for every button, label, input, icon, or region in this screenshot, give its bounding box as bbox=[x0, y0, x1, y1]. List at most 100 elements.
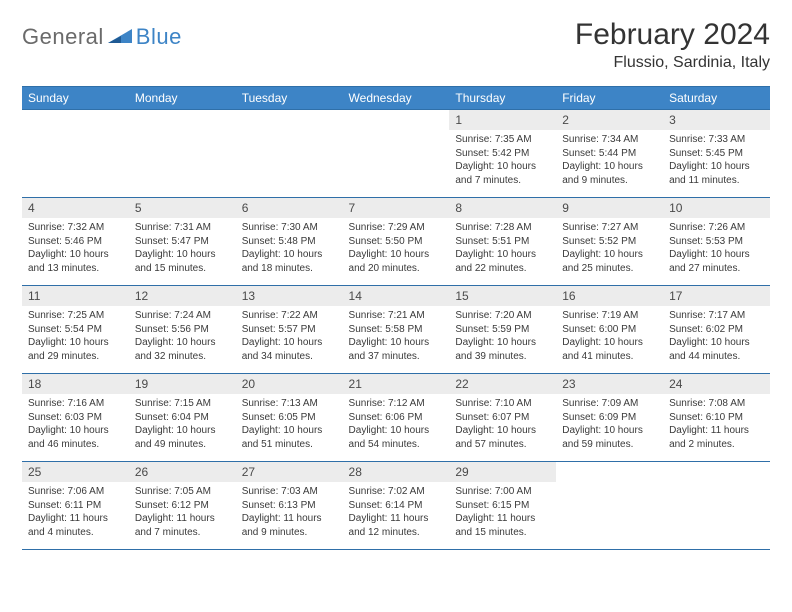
sunrise-line: Sunrise: 7:21 AM bbox=[349, 309, 444, 323]
day-body: Sunrise: 7:00 AMSunset: 6:15 PMDaylight:… bbox=[449, 482, 556, 545]
weekday-header-row: SundayMondayTuesdayWednesdayThursdayFrid… bbox=[22, 87, 770, 110]
sunset-line: Sunset: 5:44 PM bbox=[562, 147, 657, 161]
week-row: 1Sunrise: 7:35 AMSunset: 5:42 PMDaylight… bbox=[22, 110, 770, 198]
sunrise-line: Sunrise: 7:00 AM bbox=[455, 485, 550, 499]
weekday-saturday: Saturday bbox=[663, 87, 770, 110]
daylight-line: Daylight: 10 hours and 39 minutes. bbox=[455, 336, 550, 363]
day-cell: 17Sunrise: 7:17 AMSunset: 6:02 PMDayligh… bbox=[663, 286, 770, 374]
sunrise-line: Sunrise: 7:15 AM bbox=[135, 397, 230, 411]
day-number: 27 bbox=[236, 462, 343, 482]
day-body: Sunrise: 7:27 AMSunset: 5:52 PMDaylight:… bbox=[556, 218, 663, 281]
daylight-line: Daylight: 10 hours and 13 minutes. bbox=[28, 248, 123, 275]
day-number: 19 bbox=[129, 374, 236, 394]
day-number: 21 bbox=[343, 374, 450, 394]
day-cell: 13Sunrise: 7:22 AMSunset: 5:57 PMDayligh… bbox=[236, 286, 343, 374]
day-cell: 10Sunrise: 7:26 AMSunset: 5:53 PMDayligh… bbox=[663, 198, 770, 286]
daylight-line: Daylight: 11 hours and 9 minutes. bbox=[242, 512, 337, 539]
sunset-line: Sunset: 5:52 PM bbox=[562, 235, 657, 249]
day-body: Sunrise: 7:02 AMSunset: 6:14 PMDaylight:… bbox=[343, 482, 450, 545]
day-cell: 12 Sunrise: 7:24 AMSunset: 5:56 PMDayligh… bbox=[129, 286, 236, 374]
sunrise-line: Sunrise: 7:22 AM bbox=[242, 309, 337, 323]
day-number: 17 bbox=[663, 286, 770, 306]
day-cell: 29Sunrise: 7:00 AMSunset: 6:15 PMDayligh… bbox=[449, 462, 556, 550]
day-cell: 26Sunrise: 7:05 AMSunset: 6:12 PMDayligh… bbox=[129, 462, 236, 550]
sunset-line: Sunset: 6:14 PM bbox=[349, 499, 444, 513]
daylight-line: Daylight: 10 hours and 32 minutes. bbox=[135, 336, 230, 363]
daylight-line: Daylight: 10 hours and 34 minutes. bbox=[242, 336, 337, 363]
day-cell: 28Sunrise: 7:02 AMSunset: 6:14 PMDayligh… bbox=[343, 462, 450, 550]
sunset-line: Sunset: 6:15 PM bbox=[455, 499, 550, 513]
day-cell: 14Sunrise: 7:21 AMSunset: 5:58 PMDayligh… bbox=[343, 286, 450, 374]
daylight-line: Daylight: 10 hours and 49 minutes. bbox=[135, 424, 230, 451]
daylight-line: Daylight: 11 hours and 7 minutes. bbox=[135, 512, 230, 539]
day-cell: 20Sunrise: 7:13 AMSunset: 6:05 PMDayligh… bbox=[236, 374, 343, 462]
day-number: 10 bbox=[663, 198, 770, 218]
day-body: Sunrise: 7:32 AMSunset: 5:46 PMDaylight:… bbox=[22, 218, 129, 281]
weekday-thursday: Thursday bbox=[449, 87, 556, 110]
daylight-line: Daylight: 11 hours and 12 minutes. bbox=[349, 512, 444, 539]
week-row: 18Sunrise: 7:16 AMSunset: 6:03 PMDayligh… bbox=[22, 374, 770, 462]
sunset-line: Sunset: 6:11 PM bbox=[28, 499, 123, 513]
day-number: 15 bbox=[449, 286, 556, 306]
day-cell: 21Sunrise: 7:12 AMSunset: 6:06 PMDayligh… bbox=[343, 374, 450, 462]
daylight-line: Daylight: 11 hours and 4 minutes. bbox=[28, 512, 123, 539]
sunset-line: Sunset: 5:56 PM bbox=[135, 323, 230, 337]
day-number: 12 bbox=[129, 286, 236, 306]
logo-mark-icon bbox=[108, 26, 134, 49]
day-number: 8 bbox=[449, 198, 556, 218]
sunrise-line: Sunrise: 7:10 AM bbox=[455, 397, 550, 411]
sunset-line: Sunset: 6:00 PM bbox=[562, 323, 657, 337]
day-cell bbox=[129, 110, 236, 198]
daylight-line: Daylight: 10 hours and 22 minutes. bbox=[455, 248, 550, 275]
sunset-line: Sunset: 5:48 PM bbox=[242, 235, 337, 249]
title-block: February 2024 Flussio, Sardinia, Italy bbox=[575, 18, 770, 72]
day-body: Sunrise: 7:12 AMSunset: 6:06 PMDaylight:… bbox=[343, 394, 450, 457]
sunset-line: Sunset: 6:05 PM bbox=[242, 411, 337, 425]
day-number: 20 bbox=[236, 374, 343, 394]
sunrise-line: Sunrise: 7:24 AM bbox=[135, 309, 230, 323]
day-cell: 25Sunrise: 7:06 AMSunset: 6:11 PMDayligh… bbox=[22, 462, 129, 550]
sunset-line: Sunset: 6:10 PM bbox=[669, 411, 764, 425]
week-row: 11Sunrise: 7:25 AMSunset: 5:54 PMDayligh… bbox=[22, 286, 770, 374]
weekday-monday: Monday bbox=[129, 87, 236, 110]
sunrise-line: Sunrise: 7:16 AM bbox=[28, 397, 123, 411]
day-cell: 6Sunrise: 7:30 AMSunset: 5:48 PMDaylight… bbox=[236, 198, 343, 286]
week-row: 4Sunrise: 7:32 AMSunset: 5:46 PMDaylight… bbox=[22, 198, 770, 286]
day-cell: 9Sunrise: 7:27 AMSunset: 5:52 PMDaylight… bbox=[556, 198, 663, 286]
day-cell bbox=[556, 462, 663, 550]
weekday-wednesday: Wednesday bbox=[343, 87, 450, 110]
sunrise-line: Sunrise: 7:06 AM bbox=[28, 485, 123, 499]
day-number: 16 bbox=[556, 286, 663, 306]
day-body: Sunrise: 7:29 AMSunset: 5:50 PMDaylight:… bbox=[343, 218, 450, 281]
day-number: 2 bbox=[556, 110, 663, 130]
day-cell: 4Sunrise: 7:32 AMSunset: 5:46 PMDaylight… bbox=[22, 198, 129, 286]
day-number: 11 bbox=[22, 286, 129, 306]
sunset-line: Sunset: 5:58 PM bbox=[349, 323, 444, 337]
day-cell: 16Sunrise: 7:19 AMSunset: 6:00 PMDayligh… bbox=[556, 286, 663, 374]
day-cell: 2Sunrise: 7:34 AMSunset: 5:44 PMDaylight… bbox=[556, 110, 663, 198]
daylight-line: Daylight: 10 hours and 57 minutes. bbox=[455, 424, 550, 451]
day-body: Sunrise: 7:33 AMSunset: 5:45 PMDaylight:… bbox=[663, 130, 770, 193]
daylight-line: Daylight: 10 hours and 51 minutes. bbox=[242, 424, 337, 451]
day-number: 5 bbox=[129, 198, 236, 218]
sunset-line: Sunset: 6:13 PM bbox=[242, 499, 337, 513]
day-cell bbox=[22, 110, 129, 198]
location: Flussio, Sardinia, Italy bbox=[575, 54, 770, 72]
day-cell bbox=[343, 110, 450, 198]
day-number: 26 bbox=[129, 462, 236, 482]
weekday-sunday: Sunday bbox=[22, 87, 129, 110]
day-body: Sunrise: 7:35 AMSunset: 5:42 PMDaylight:… bbox=[449, 130, 556, 193]
week-row: 25Sunrise: 7:06 AMSunset: 6:11 PMDayligh… bbox=[22, 462, 770, 550]
day-number: 6 bbox=[236, 198, 343, 218]
daylight-line: Daylight: 11 hours and 15 minutes. bbox=[455, 512, 550, 539]
day-cell: 8Sunrise: 7:28 AMSunset: 5:51 PMDaylight… bbox=[449, 198, 556, 286]
daylight-line: Daylight: 10 hours and 41 minutes. bbox=[562, 336, 657, 363]
sunset-line: Sunset: 6:06 PM bbox=[349, 411, 444, 425]
daylight-line: Daylight: 10 hours and 11 minutes. bbox=[669, 160, 764, 187]
day-cell: 15Sunrise: 7:20 AMSunset: 5:59 PMDayligh… bbox=[449, 286, 556, 374]
day-body: Sunrise: 7:19 AMSunset: 6:00 PMDaylight:… bbox=[556, 306, 663, 369]
day-cell: 24Sunrise: 7:08 AMSunset: 6:10 PMDayligh… bbox=[663, 374, 770, 462]
day-body: Sunrise: 7:17 AMSunset: 6:02 PMDaylight:… bbox=[663, 306, 770, 369]
logo-text-blue: Blue bbox=[136, 24, 182, 50]
sunrise-line: Sunrise: 7:17 AM bbox=[669, 309, 764, 323]
